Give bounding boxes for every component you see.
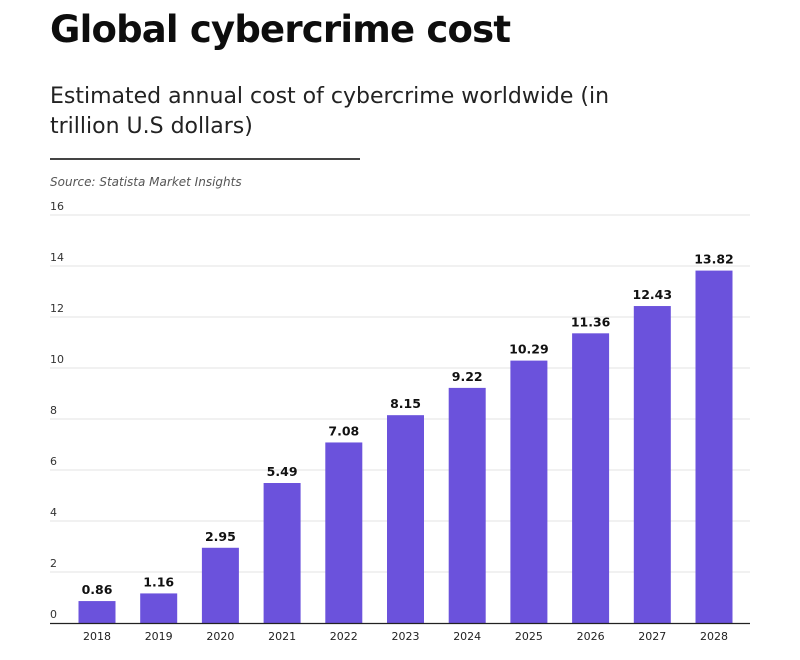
x-tick-label: 2025: [515, 630, 543, 643]
bar-chart: 0 2 4 6 8 10 12 14 16 0.86 1.16 2.95 5.49 7.08 8.15 9.…: [50, 200, 750, 643]
x-tick-label: 2021: [268, 630, 296, 643]
bar-value-label: 10.29: [509, 342, 549, 357]
title-divider: [50, 158, 360, 160]
chart-title: Global cybercrime cost: [50, 8, 511, 51]
bar-value-label: 2.95: [205, 529, 236, 544]
bar-value-label: 5.49: [267, 464, 298, 479]
y-tick-label: 0: [50, 608, 57, 621]
bar: [201, 547, 239, 623]
y-tick-label: 12: [50, 302, 64, 315]
bar-value-label: 13.82: [694, 252, 734, 267]
bar: [448, 387, 486, 623]
chart-subtitle: Estimated annual cost of cybercrime worl…: [50, 84, 610, 139]
bar: [510, 360, 548, 623]
bars: [78, 270, 733, 623]
value-labels: 0.86 1.16 2.95 5.49 7.08 8.15 9.22 10.29 11.36 12…: [82, 252, 734, 597]
y-tick-label: 10: [50, 353, 64, 366]
y-axis-ticks: 0 2 4 6 8 10 12 14 16: [50, 200, 64, 621]
bar-value-label: 9.22: [452, 369, 483, 384]
bar: [140, 593, 178, 623]
x-tick-label: 2027: [638, 630, 666, 643]
bar-value-label: 7.08: [328, 423, 359, 438]
y-tick-label: 6: [50, 455, 57, 468]
x-tick-label: 2026: [577, 630, 605, 643]
bar-value-label: 0.86: [82, 582, 113, 597]
bar-value-label: 1.16: [143, 574, 174, 589]
x-tick-label: 2018: [83, 630, 111, 643]
bar: [263, 483, 301, 623]
bar-value-label: 12.43: [633, 287, 673, 302]
bar: [572, 333, 610, 623]
bar-value-label: 11.36: [571, 314, 611, 329]
x-tick-label: 2028: [700, 630, 728, 643]
x-tick-label: 2024: [453, 630, 481, 643]
source-note: Source: Statista Market Insights: [50, 175, 242, 189]
bar: [633, 306, 671, 623]
x-tick-label: 2019: [145, 630, 173, 643]
y-tick-label: 4: [50, 506, 57, 519]
y-tick-label: 16: [50, 200, 64, 213]
bar: [387, 415, 424, 623]
y-tick-label: 2: [50, 557, 57, 570]
bar: [695, 270, 733, 623]
bar: [325, 442, 363, 623]
bar-value-label: 8.15: [390, 396, 421, 411]
bar: [78, 601, 116, 623]
x-tick-label: 2022: [330, 630, 358, 643]
x-axis-ticks: 2018 2019 2020 2021 2022 2023 2024 2025 2026 2027…: [83, 630, 728, 643]
y-tick-label: 14: [50, 251, 64, 264]
x-tick-label: 2020: [206, 630, 234, 643]
x-tick-label: 2023: [392, 630, 420, 643]
y-tick-label: 8: [50, 404, 57, 417]
